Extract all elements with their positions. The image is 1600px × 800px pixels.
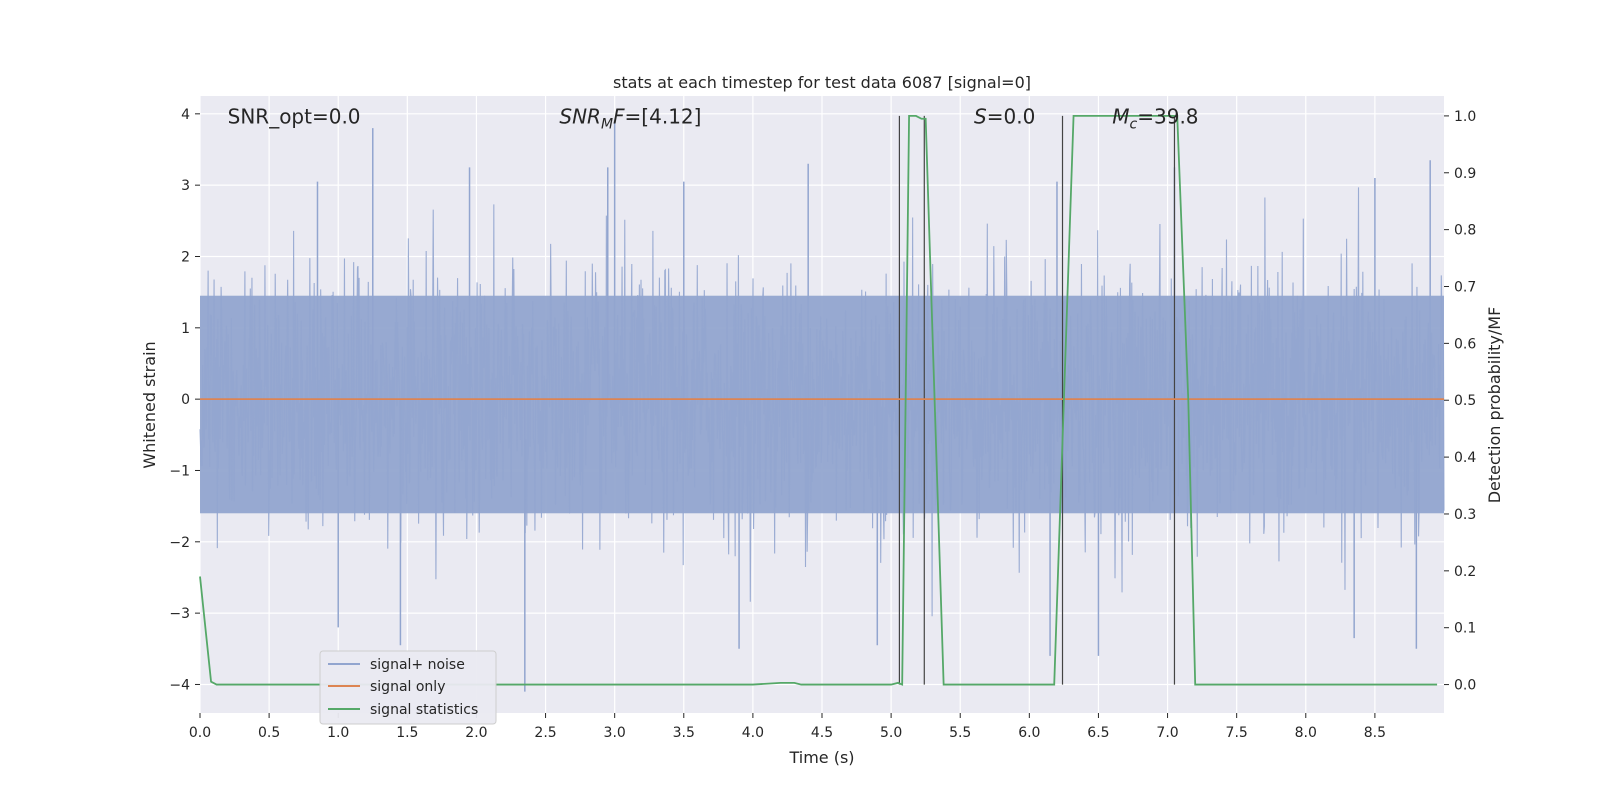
x-tick-label: 2.0	[465, 725, 487, 741]
y-tick-label-right: 0.2	[1454, 564, 1476, 580]
x-tick-label: 0.0	[189, 725, 211, 741]
y-tick-label-right: 1.0	[1454, 109, 1476, 125]
y-axis-label-right: Detection probability/MF	[1485, 307, 1504, 504]
y-axis-right-ticks: 1.0 0.9 0.8 0.7 0.6 0.5 0.4 0.3 0.2 0.1 0.0	[1444, 109, 1476, 694]
y-tick-label-left: −4	[169, 677, 190, 693]
x-tick-label: 2.5	[534, 725, 556, 741]
x-tick-label: 3.5	[673, 725, 695, 741]
y-tick-label-right: 0.6	[1454, 336, 1476, 352]
annotation-3: Mc=39.8	[1112, 104, 1198, 132]
annotation-2: S=0.0	[974, 104, 1035, 128]
legend-label-signal-statistics: signal statistics	[370, 702, 478, 718]
annotations: SNR_opt=0.0 SNRMF=[4.12] S=0.0 Mc=39.8	[228, 104, 1199, 132]
y-tick-label-right: 0.4	[1454, 450, 1476, 466]
annotation-1: SNRMF=[4.12]	[559, 104, 701, 132]
y-tick-label-right: 0.5	[1454, 393, 1476, 409]
x-tick-label: 5.0	[880, 725, 902, 741]
line-series	[199, 115, 1444, 686]
y-tick-label-right: 0.3	[1454, 507, 1476, 523]
annotation-part: SNR	[559, 104, 601, 128]
y-tick-label-left: 0	[181, 392, 190, 408]
x-tick-label: 5.5	[949, 725, 971, 741]
x-tick-label: 1.5	[396, 725, 418, 741]
x-tick-label: 6.5	[1087, 725, 1109, 741]
x-tick-label: 6.0	[1018, 725, 1040, 741]
y-tick-label-left: −1	[169, 463, 190, 479]
annotation-part: =[4.12]	[625, 104, 702, 128]
annotation-part: =0.0	[987, 104, 1036, 128]
annotation-part: =39.8	[1137, 104, 1198, 128]
vertical-markers	[898, 115, 1176, 685]
x-axis-ticks: 0.0 0.5 1.0 1.5 2.0 2.5 3.0 3.5 4.0 4.5 5.0 5.5 6.0 6…	[189, 713, 1386, 741]
annotation-part: M	[1112, 104, 1129, 128]
legend-box	[319, 650, 497, 725]
x-tick-label: 7.0	[1156, 725, 1178, 741]
y-tick-label-left: 2	[181, 249, 190, 265]
y-axis-left-ticks: 4 3 2 1 0 −1 −2 −3 −4	[169, 107, 200, 693]
annotation-part: F	[613, 104, 625, 128]
legend-label-signal-only: signal only	[370, 679, 445, 695]
signal-plus-noise-series	[199, 120, 1445, 692]
y-tick-label-right: 0.1	[1454, 621, 1476, 637]
x-tick-label: 8.5	[1364, 725, 1386, 741]
x-tick-label: 4.5	[811, 725, 833, 741]
x-tick-label: 7.5	[1226, 725, 1248, 741]
legend-label-signal-noise: signal+ noise	[370, 657, 465, 673]
signal-statistics-line	[199, 115, 1438, 686]
x-tick-label: 8.0	[1295, 725, 1317, 741]
annotation-part: M	[601, 116, 613, 132]
y-tick-label-right: 0.9	[1454, 166, 1476, 182]
x-tick-label: 1.0	[327, 725, 349, 741]
annotation-part: c	[1130, 116, 1138, 132]
x-axis-label: Time (s)	[788, 748, 854, 767]
y-tick-label-left: 1	[181, 321, 190, 337]
y-tick-label-left: −2	[169, 535, 190, 551]
y-tick-label-right: 0.8	[1454, 223, 1476, 239]
x-tick-label: 4.0	[742, 725, 764, 741]
x-tick-label: 0.5	[258, 725, 280, 741]
y-axis-label-left: Whitened strain	[140, 341, 159, 468]
chart-title: stats at each timestep for test data 608…	[613, 73, 1031, 92]
y-tick-label-right: 0.0	[1454, 678, 1476, 694]
y-tick-label-left: −3	[169, 606, 190, 622]
y-tick-label-left: 4	[181, 107, 190, 123]
y-tick-label-right: 0.7	[1454, 280, 1476, 296]
noise-trace	[199, 187, 1445, 617]
x-tick-label: 3.0	[604, 725, 626, 741]
annotation-part: S	[974, 104, 987, 128]
y-tick-label-left: 3	[181, 178, 190, 194]
legend: signal+ noise signal only signal statist…	[319, 650, 497, 725]
annotation-0: SNR_opt=0.0	[228, 104, 361, 128]
